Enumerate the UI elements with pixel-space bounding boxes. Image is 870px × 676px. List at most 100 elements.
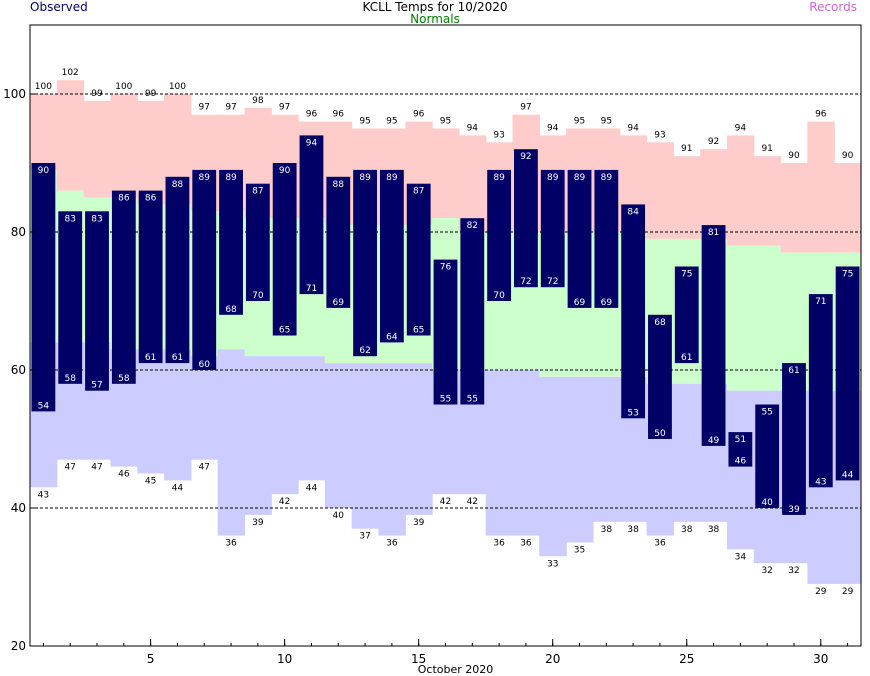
observed-bar [272,163,297,336]
record-low-band [324,363,353,508]
record-low-band [298,356,326,481]
y-tick-label: 60 [11,363,26,377]
record-high-band [700,149,728,239]
x-tick-label: 5 [147,652,155,666]
record-high-band [780,163,808,253]
observed-bar [433,259,458,405]
record-low-band [726,390,755,550]
observed-high-label: 89 [225,173,237,183]
record-low-label: 29 [815,587,827,597]
record-high-band [834,163,862,253]
x-tick-label: 15 [411,652,426,666]
observed-low-label: 61 [681,353,692,363]
record-low-band [271,356,299,495]
observed-low-label: 50 [654,429,666,439]
record-high-label: 98 [252,96,264,106]
x-axis-label: October 2020 [418,663,494,676]
x-tick-label: 30 [813,652,828,666]
observed-bar [567,169,592,308]
record-low-band [164,349,192,481]
record-low-band [378,363,406,536]
observed-bar [514,149,538,288]
record-low-label: 44 [172,483,184,493]
record-high-band [726,135,755,246]
observed-low-label: 58 [118,374,130,384]
observed-bar [621,204,646,419]
record-high-label: 93 [493,130,504,140]
record-high-label: 96 [815,110,827,120]
observed-high-label: 87 [252,187,263,197]
record-high-label: 100 [169,82,186,92]
record-low-label: 39 [252,518,264,528]
observed-high-label: 76 [440,263,452,273]
observed-high-label: 88 [172,180,184,190]
observed-bar [165,176,190,364]
record-low-band [673,383,701,522]
observed-low-label: 68 [225,305,237,315]
observed-bar [755,404,780,508]
observed-low-label: 72 [520,277,531,287]
observed-high-label: 68 [654,318,666,328]
normal-band [753,245,782,391]
x-tick-label: 20 [545,652,560,666]
observed-bar [85,211,109,391]
observed-high-label: 61 [788,366,799,376]
record-high-label: 102 [62,68,79,78]
record-low-label: 40 [333,511,345,521]
observed-low-label: 55 [467,395,478,405]
observed-low-label: 71 [306,284,317,294]
observed-low-label: 61 [172,353,183,363]
record-low-label: 43 [38,490,49,500]
record-low-label: 32 [788,566,799,576]
record-low-label: 36 [493,539,505,549]
observed-high-label: 82 [467,221,478,231]
record-low-label: 37 [359,532,370,542]
record-high-label: 95 [386,117,397,127]
record-high-label: 99 [91,89,103,99]
record-low-label: 45 [145,477,156,487]
record-high-label: 95 [574,117,585,127]
observed-low-label: 60 [199,360,211,370]
observed-bar [540,169,565,288]
record-high-label: 90 [842,151,854,161]
observed-bar [326,176,351,308]
legend-observed: Observed [30,0,88,14]
record-high-label: 97 [199,103,210,113]
observed-low-label: 64 [386,332,398,342]
observed-high-label: 55 [761,408,772,418]
record-low-label: 38 [681,525,693,535]
observed-low-label: 69 [574,298,586,308]
observed-low-label: 62 [359,346,370,356]
record-low-label: 35 [574,546,585,556]
observed-high-label: 89 [601,173,613,183]
record-low-band [592,376,621,522]
record-high-label: 97 [279,103,290,113]
record-high-band [458,135,487,232]
record-low-band [190,356,219,460]
record-high-band [646,142,674,239]
record-high-label: 92 [708,137,719,147]
observed-high-label: 89 [547,173,559,183]
observed-low-label: 44 [842,470,854,480]
record-high-label: 95 [359,117,370,127]
record-low-label: 44 [306,483,318,493]
observed-high-label: 89 [493,173,505,183]
record-high-label: 97 [520,103,531,113]
observed-bar [111,190,136,384]
observed-low-label: 70 [252,291,264,301]
record-high-band [30,94,58,170]
record-high-label: 99 [145,89,157,99]
record-low-band [485,370,514,536]
observed-bar [674,266,699,364]
observed-low-label: 53 [627,408,638,418]
record-high-label: 94 [627,123,639,133]
observed-bar [808,294,833,488]
observed-low-label: 54 [38,401,50,411]
observed-bar [245,183,270,301]
observed-bar [728,432,753,467]
record-high-label: 94 [735,123,747,133]
record-high-label: 100 [35,82,52,92]
observed-bar [701,225,726,446]
record-low-label: 42 [467,497,478,507]
